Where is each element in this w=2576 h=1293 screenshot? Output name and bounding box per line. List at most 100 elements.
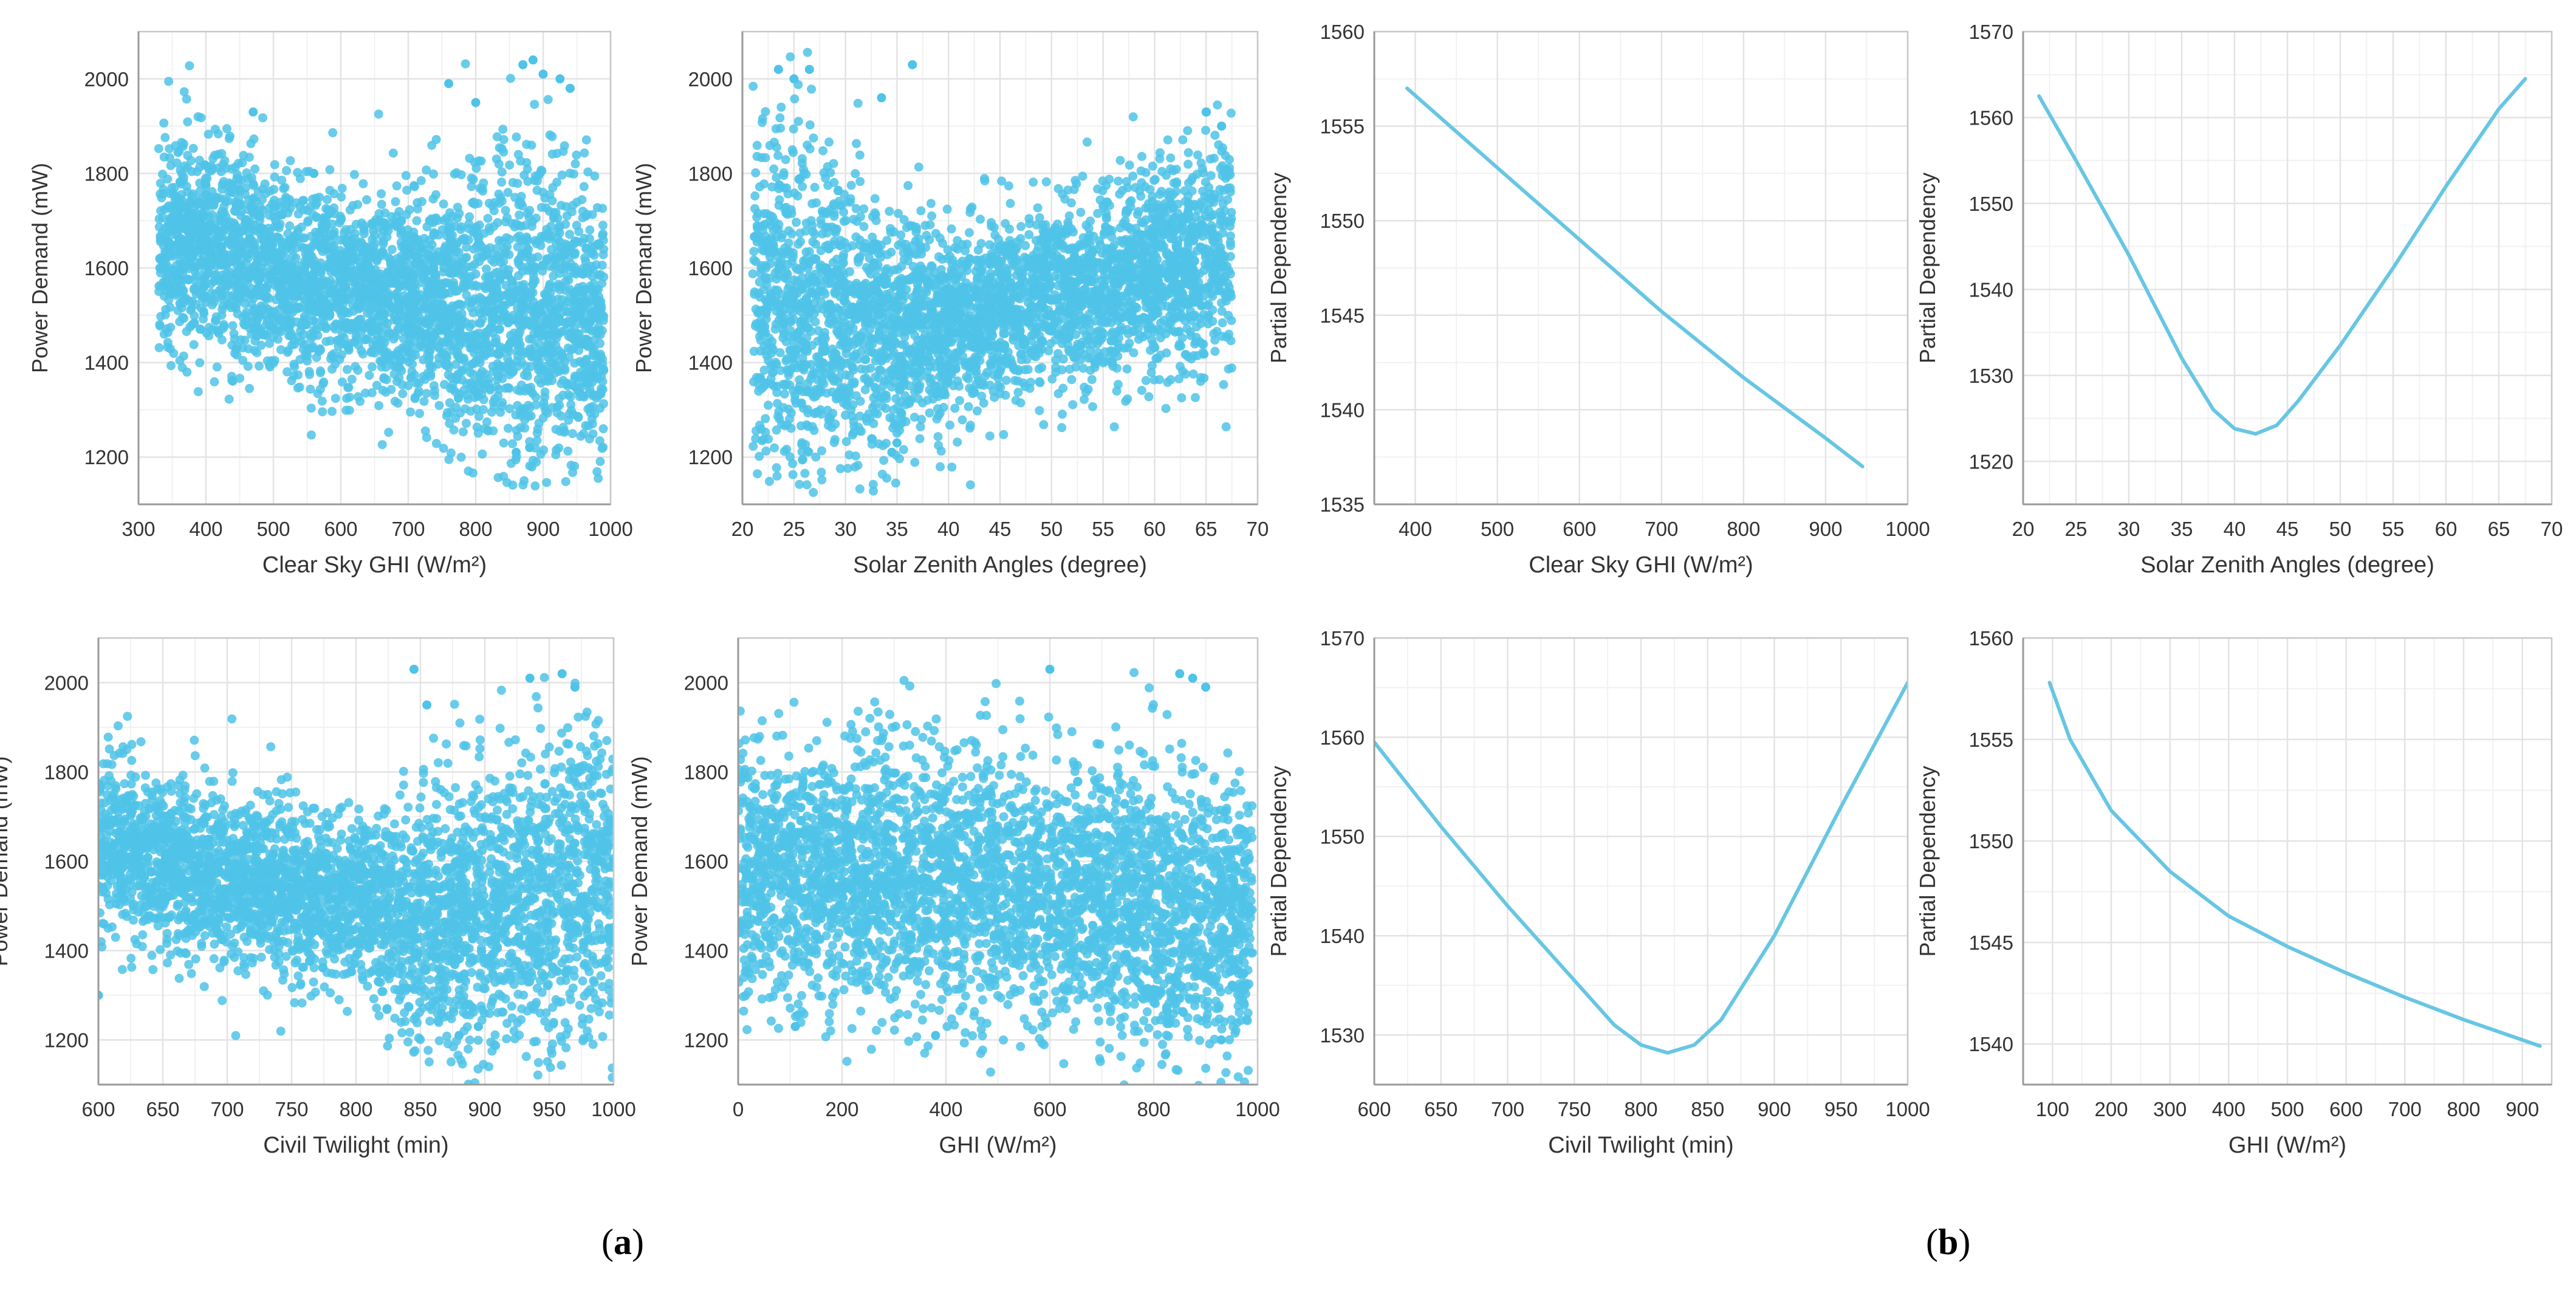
scatter-point — [392, 181, 402, 191]
scatter-point — [474, 411, 484, 421]
scatter-point — [331, 289, 340, 298]
scatter-point — [351, 362, 360, 371]
scatter-point — [488, 287, 498, 296]
scatter-point — [468, 174, 478, 184]
scatter-point — [457, 321, 467, 331]
scatter-point — [1058, 410, 1067, 419]
scatter-point — [393, 349, 403, 358]
scatter-point — [498, 301, 508, 311]
scatter-point — [598, 229, 608, 239]
scatter-point — [530, 100, 540, 109]
scatter-point — [1199, 292, 1208, 301]
scatter-point — [159, 291, 169, 301]
scatter-point — [506, 459, 516, 468]
scatter-point — [464, 224, 474, 233]
scatter-point — [528, 55, 538, 65]
scatter-point — [381, 352, 391, 362]
scatter-point — [1178, 135, 1188, 145]
scatter-point — [534, 304, 544, 313]
scatter-point — [423, 331, 433, 340]
scatter-point — [851, 232, 861, 242]
scatter-point — [563, 446, 573, 456]
scatter-point — [445, 419, 454, 428]
scatter-point — [523, 177, 533, 186]
scatter-point — [402, 297, 411, 306]
scatter-point — [495, 324, 504, 334]
scatter-point — [508, 178, 518, 187]
scatter-point — [419, 372, 428, 381]
scatter-point — [407, 243, 416, 253]
scatter-point — [419, 397, 429, 406]
scatter-point — [228, 230, 238, 240]
scatter-point — [235, 294, 244, 304]
scatter-point — [349, 170, 359, 179]
scatter-point — [499, 438, 509, 448]
scatter-point — [497, 401, 507, 411]
scatter-point — [432, 300, 442, 309]
scatter-point — [185, 61, 194, 70]
scatter-point — [468, 281, 478, 290]
scatter-point — [357, 346, 366, 355]
scatter-point — [425, 244, 434, 254]
scatter-point — [283, 306, 292, 315]
scatter-point — [507, 276, 516, 285]
scatter-point — [1076, 208, 1086, 217]
scatter-point — [578, 269, 588, 279]
scatter-point — [309, 286, 318, 296]
scatter-point — [200, 179, 210, 188]
scatter-point — [568, 468, 577, 478]
scatter-point — [426, 371, 436, 381]
scatter-point — [439, 199, 448, 209]
scatter-point — [250, 304, 259, 314]
scatter-point — [216, 245, 225, 255]
scatter-point — [318, 407, 327, 417]
scatter-point — [953, 236, 962, 245]
scatter-point — [1226, 108, 1236, 118]
scatter-point — [232, 281, 242, 290]
scatter-point — [818, 229, 827, 239]
scatter-point — [442, 353, 452, 362]
scatter-point — [462, 390, 472, 400]
scatter-point — [540, 392, 550, 402]
scatter-point — [406, 267, 416, 277]
scatter-point — [1068, 400, 1078, 410]
scatter-point — [182, 254, 191, 264]
scatter-point — [372, 380, 382, 390]
scatter-point — [260, 236, 270, 245]
scatter-point — [377, 189, 386, 199]
scatter-point — [578, 287, 587, 297]
scatter-point — [789, 124, 798, 134]
scatter-point — [258, 224, 268, 233]
scatter-point — [468, 468, 478, 478]
scatter-point — [388, 361, 398, 371]
scatter-point — [498, 125, 508, 134]
scatter-point — [538, 266, 547, 276]
scatter-point — [1129, 348, 1139, 358]
scatter-point — [193, 387, 203, 397]
scatter-point — [286, 235, 295, 245]
scatter-point — [503, 344, 513, 354]
scatter-point — [1024, 230, 1034, 239]
scatter-point — [557, 170, 567, 180]
scatter-point — [377, 199, 386, 209]
y-axis-label: Power Demand (mW) — [27, 163, 52, 373]
scatter-point — [369, 297, 379, 307]
scatter-point — [899, 215, 909, 224]
scatter-point — [447, 269, 457, 278]
scatter-point — [420, 318, 430, 328]
scatter-point — [206, 252, 216, 261]
scatter-point — [499, 264, 509, 273]
scatter-point — [955, 396, 964, 405]
scatter-point — [508, 480, 518, 490]
scatter-point — [512, 132, 521, 142]
scatter-point — [272, 273, 281, 283]
scatter-point — [217, 211, 227, 221]
scatter-point — [524, 400, 533, 410]
scatter-point — [882, 439, 891, 448]
scatter-point — [455, 269, 465, 279]
scatter-point — [366, 348, 376, 357]
scatter-point — [312, 212, 321, 222]
scatter-point — [282, 166, 291, 176]
scatter-point — [279, 184, 289, 193]
scatter-point — [485, 385, 495, 395]
